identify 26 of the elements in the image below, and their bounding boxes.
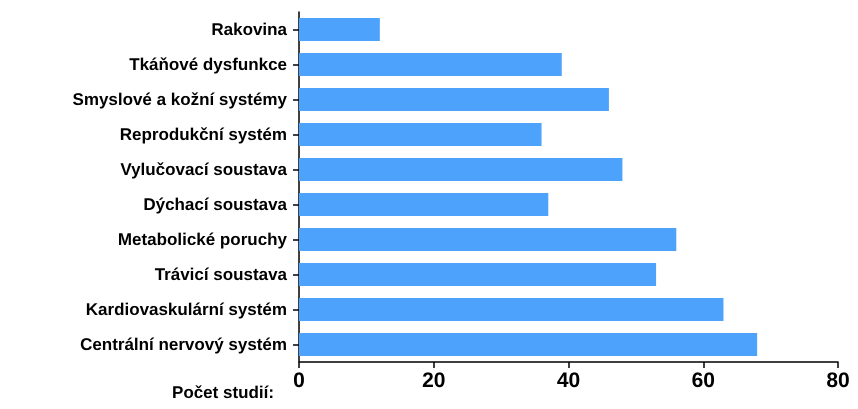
- x-tick-label: 20: [422, 369, 446, 392]
- bar: [299, 298, 724, 322]
- x-tick-label: 80: [826, 369, 850, 392]
- y-tick-label: Smyslové a kožní systémy: [72, 90, 288, 109]
- bar: [299, 122, 542, 146]
- y-tick-label: Kardiovaskulární systém: [86, 300, 287, 319]
- bar: [299, 192, 548, 216]
- x-tick-label: 60: [692, 369, 715, 392]
- bar: [299, 262, 656, 286]
- bar: [299, 332, 758, 356]
- y-tick-label: Rakovina: [211, 20, 288, 39]
- y-tick-label: Reprodukční systém: [120, 125, 287, 144]
- bar: [299, 52, 562, 76]
- x-tick-label: 40: [556, 369, 580, 392]
- x-tick-label: 0: [293, 369, 305, 392]
- y-tick-label: Metabolické poruchy: [118, 230, 288, 249]
- y-tick-label: Tkáňové dysfunkce: [129, 55, 287, 74]
- y-tick-label: Trávicí soustava: [154, 265, 288, 284]
- bar: [299, 88, 609, 112]
- y-tick-label: Dýchací soustava: [143, 195, 288, 214]
- y-tick-label: Vylučovací soustava: [120, 160, 288, 179]
- x-axis-title: Počet studií:: [172, 383, 274, 402]
- bar: [299, 158, 622, 182]
- bar: [299, 18, 380, 42]
- y-tick-label: Centrální nervový systém: [80, 335, 287, 354]
- bar: [299, 228, 676, 252]
